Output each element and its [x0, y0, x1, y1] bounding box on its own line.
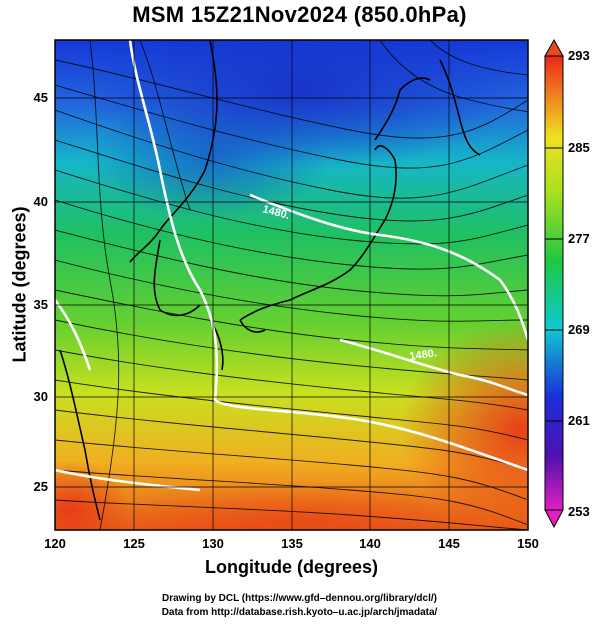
x-tick-label: 145 [438, 536, 460, 551]
geopotential-contours [55, 40, 528, 492]
colorbar-tick-label: 285 [568, 140, 590, 155]
contour-label: 1480. [409, 347, 438, 363]
colorbar-tick-label: 253 [568, 504, 590, 519]
credit-drawing: Drawing by DCL (https://www.gfd–dennou.o… [161, 593, 437, 604]
colorbar-tick-label: 261 [568, 413, 590, 428]
y-tick-label: 30 [33, 389, 48, 404]
colorbar-tick-label: 269 [568, 322, 590, 337]
colorbar-tick-label: 277 [568, 231, 590, 246]
plot-frame [54, 39, 529, 531]
colorbar [544, 38, 564, 529]
gridlines [55, 40, 528, 530]
colorbar-tick-label: 293 [568, 48, 590, 63]
x-tick-label: 130 [202, 536, 224, 551]
y-tick-label: 45 [33, 90, 48, 105]
coastlines [59, 40, 481, 521]
x-tick-label: 140 [359, 536, 381, 551]
streamlines [55, 40, 528, 530]
credit-data-source: Data from http://database.rish.kyoto–u.a… [161, 607, 438, 618]
chart-title: MSM 15Z21Nov2024 (850.0hPa) [132, 2, 467, 27]
y-tick-label: 40 [33, 194, 48, 209]
x-tick-label: 135 [281, 536, 303, 551]
y-tick-label: 35 [33, 297, 48, 312]
x-tick-label: 150 [517, 536, 539, 551]
y-tick-label: 25 [33, 479, 48, 494]
x-tick-label: 120 [44, 536, 66, 551]
y-axis-label: Latitude (degrees) [9, 206, 30, 363]
x-axis-label: Longitude (degrees) [204, 557, 378, 577]
x-tick-label: 125 [123, 536, 145, 551]
